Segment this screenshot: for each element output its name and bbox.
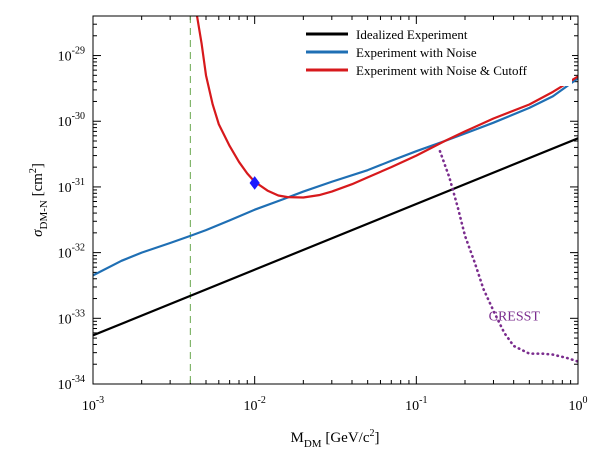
series-line-2	[195, 16, 578, 199]
plot-frame	[92, 15, 579, 385]
tick-labels: 10-3 10-2 10-1 100 10-34 10-33 10-32 10-31 10-30…	[58, 46, 588, 414]
y-axis-title-sub: DM-N	[38, 200, 50, 229]
y-tick-label: 10-34	[58, 374, 85, 393]
series-line-0	[93, 137, 578, 337]
annotations: CRESST	[489, 310, 541, 325]
annotation-label: CRESST	[489, 310, 541, 325]
y-axis-title-symbol: σ	[30, 229, 46, 237]
x-axis-title: MDM [GeV/c2]	[291, 428, 380, 450]
series-line-3	[438, 149, 578, 363]
y-tick-label: 10-31	[58, 177, 85, 196]
legend: Idealized Experiment Experiment with Nois…	[296, 24, 572, 86]
legend-label-1: Experiment with Noise	[356, 45, 477, 60]
series-line-1	[93, 77, 578, 277]
y-tick-label: 10-33	[58, 308, 85, 327]
marker-diamond	[249, 176, 260, 190]
y-axis-title-units-sup: 2	[28, 168, 39, 173]
legend-label-0: Idealized Experiment	[356, 27, 468, 42]
x-axis-title-units: [GeV/c	[322, 430, 370, 446]
legend-label-2: Experiment with Noise & Cutoff	[356, 63, 528, 78]
y-tick-label: 10-30	[58, 111, 85, 130]
x-axis-title-units-sup: 2	[369, 428, 374, 439]
x-axis-title-units-end: ]	[374, 430, 379, 446]
x-axis-title-sub: DM	[304, 438, 322, 450]
x-tick-label: 10-3	[82, 395, 104, 414]
x-tick-label: 100	[569, 395, 588, 414]
x-axis-title-main: M	[291, 430, 304, 446]
y-axis-title: σDM-N [cm2]	[28, 163, 50, 237]
plot-area	[93, 16, 578, 384]
x-tick-label: 10-1	[405, 395, 427, 414]
y-axis-title-units-end: ]	[30, 163, 46, 168]
axis-ticks	[92, 15, 578, 385]
y-tick-label: 10-29	[58, 46, 85, 65]
y-axis-title-units: [cm	[30, 173, 46, 200]
y-tick-label: 10-32	[58, 243, 85, 262]
x-tick-label: 10-2	[243, 395, 265, 414]
